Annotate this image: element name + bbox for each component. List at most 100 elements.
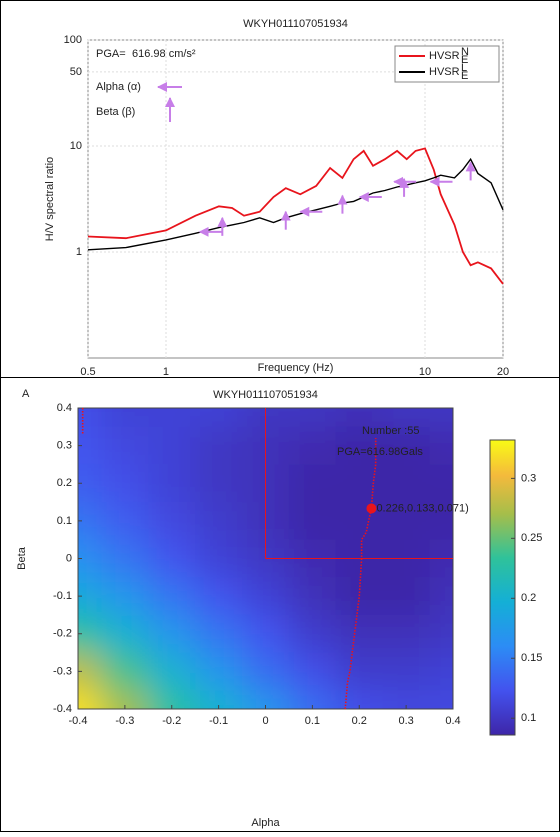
- heatmap-cell: [78, 539, 102, 578]
- x-axis-label: Frequency (Hz): [258, 362, 334, 374]
- heatmap-cell: [78, 502, 102, 541]
- plot-area: [87, 39, 504, 359]
- heatmap-cell: [195, 614, 243, 654]
- heatmap-cell: [429, 464, 453, 503]
- legend-label: HVSR: [429, 50, 460, 62]
- heatmap-cell: [101, 614, 149, 654]
- x-axis-label: Alpha: [251, 817, 280, 829]
- heatmap-cell: [335, 690, 384, 709]
- y-tick-label: 1: [76, 246, 82, 258]
- legend-label: HVSR: [429, 66, 460, 78]
- heatmap-cell: [148, 408, 196, 428]
- y-axis-label: Beta: [16, 546, 28, 570]
- heatmap-cell: [78, 408, 102, 428]
- heatmap-cell: [242, 577, 290, 616]
- heatmap-cell: [242, 614, 290, 654]
- heatmap-cell: [288, 464, 337, 503]
- heatmap-cell: [101, 652, 149, 691]
- y-tick-label: -0.4: [53, 703, 72, 715]
- optimum-label: 0.226,0.133,0.071): [376, 502, 468, 514]
- series-line: [87, 147, 504, 285]
- heatmap-cell: [78, 614, 102, 654]
- heatmap-cell: [429, 614, 453, 654]
- heatmap-cell: [429, 408, 453, 428]
- heatmap-cell: [101, 690, 149, 709]
- heatmap-cell: [429, 690, 453, 709]
- annotation: PGA=: [96, 48, 126, 60]
- heatmap-cell: [288, 408, 337, 428]
- y-tick-label: 0: [66, 552, 72, 564]
- heatmap-cell: [335, 408, 384, 428]
- heatmap-cell: [242, 652, 290, 691]
- y-tick-label: -0.2: [53, 628, 72, 640]
- heatmap-cell: [78, 652, 102, 691]
- x-tick-label: 0.3: [398, 715, 413, 727]
- heatmap-cell: [429, 577, 453, 616]
- heatmap-cell: [335, 464, 384, 503]
- heatmap-cell: [288, 577, 337, 616]
- heatmap-cell: [288, 502, 337, 541]
- annotation: PGA=616.98Gals: [337, 446, 423, 458]
- heatmap-cell: [101, 502, 149, 541]
- legend-superscript: L: [461, 62, 467, 74]
- heatmap-cell: [288, 614, 337, 654]
- heatmap-cell: [148, 426, 196, 465]
- x-tick-label: -0.4: [69, 715, 88, 727]
- colorbar-tick-label: 0.15: [521, 652, 542, 664]
- heatmap-cell: [382, 690, 431, 709]
- heatmap-cell: [148, 652, 196, 691]
- x-tick-label: 20: [497, 366, 509, 378]
- heatmap-cell: [242, 690, 290, 709]
- heatmap-cell: [101, 539, 149, 578]
- colorbar-tick-label: 0.1: [521, 712, 536, 724]
- heatmap-cell: [78, 690, 102, 709]
- heatmap-cell: [382, 426, 431, 465]
- x-tick-label: 0: [262, 715, 268, 727]
- heatmap-cell: [195, 408, 243, 428]
- heatmap-cell: [382, 408, 431, 428]
- heatmap-cell: [101, 408, 149, 428]
- heatmap-cells: [78, 408, 453, 709]
- y-tick-label: 0.4: [57, 402, 72, 414]
- heatmap-cell: [148, 690, 196, 709]
- y-tick-label: 10: [70, 140, 82, 152]
- y-tick-label: -0.1: [53, 590, 72, 602]
- x-tick-label: 1: [163, 366, 169, 378]
- heatmap-cell: [101, 577, 149, 616]
- heatmap-cell: [382, 502, 431, 541]
- colorbar-tick-label: 0.2: [521, 592, 536, 604]
- heatmap-cell: [78, 426, 102, 465]
- legend-subscript: E: [461, 54, 468, 66]
- y-tick-label: 0.2: [57, 477, 72, 489]
- legend-subscript: E: [461, 70, 468, 82]
- heatmap-cell: [148, 577, 196, 616]
- annotation: 616.98 cm/s²: [132, 48, 196, 60]
- legend-box: [394, 45, 500, 83]
- heatmap-cell: [288, 690, 337, 709]
- y-tick-label: 100: [64, 34, 82, 46]
- heatmap-cell: [78, 577, 102, 616]
- heatmap-cell: [335, 426, 384, 465]
- panel-label: A: [22, 388, 30, 400]
- heatmap-cell: [101, 426, 149, 465]
- annotation: Beta (β): [96, 106, 135, 118]
- series-line: [87, 157, 504, 251]
- legend-superscript: N: [461, 46, 469, 58]
- heatmap-cell: [429, 502, 453, 541]
- chart-title: WKYH011107051934: [243, 18, 348, 30]
- heatmap-cell: [195, 690, 243, 709]
- heatmap-cell: [335, 614, 384, 654]
- heatmap-cell: [382, 614, 431, 654]
- heatmap-cell: [195, 577, 243, 616]
- heatmap-cell: [148, 502, 196, 541]
- heatmap-cell: [78, 464, 102, 503]
- y-tick-label: -0.3: [53, 665, 72, 677]
- heatmap-cell: [195, 426, 243, 465]
- colorbar-tick-label: 0.3: [521, 472, 536, 484]
- y-tick-label: 0.1: [57, 515, 72, 527]
- x-tick-label: 0.1: [305, 715, 320, 727]
- heatmap-cell: [195, 464, 243, 503]
- heatmap-cell: [288, 652, 337, 691]
- heatmap-cell: [382, 577, 431, 616]
